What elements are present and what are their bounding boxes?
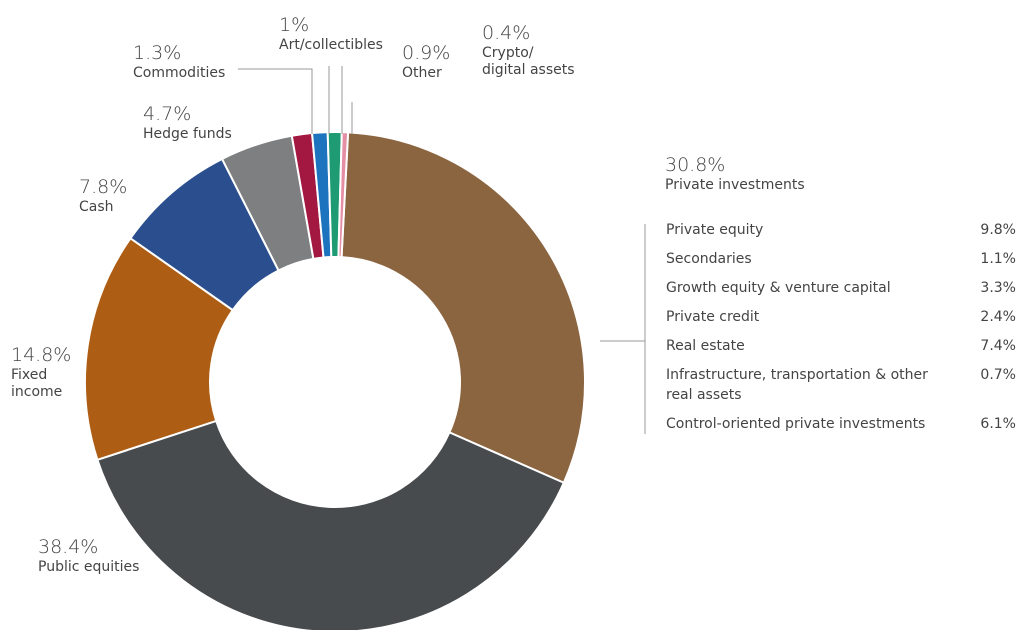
name-other: Other (402, 64, 442, 81)
pct-private: 30.8% (665, 154, 726, 176)
name-cash: Cash (79, 198, 114, 215)
name-art: Art/collectibles (279, 36, 383, 53)
label-art-collectibles: 1% Art/collectibles (279, 14, 383, 54)
pct-public: 38.4% (38, 536, 99, 558)
pct-art: 1% (279, 14, 310, 36)
label-crypto: 0.4% Crypto/ digital assets (482, 22, 575, 78)
name-hedge: Hedge funds (143, 125, 232, 142)
breakdown-row: Secondaries 1.1% (666, 249, 1016, 269)
breakdown-value: 6.1% (980, 416, 1016, 432)
name-fixed-line1: Fixed (11, 366, 48, 383)
donut-segment-private (340, 131, 586, 485)
pct-fixed: 14.8% (11, 344, 72, 366)
pct-hedge: 4.7% (143, 103, 192, 125)
breakdown-name: Private credit (666, 309, 760, 325)
breakdown-name: Infrastructure, transportation & other r… (666, 367, 928, 403)
name-public: Public equities (38, 558, 140, 575)
label-hedge-funds: 4.7% Hedge funds (143, 103, 232, 143)
breakdown-row: Real estate 7.4% (666, 336, 1016, 356)
donut-segments (84, 131, 586, 633)
breakdown-row: Infrastructure, transportation & other r… (666, 365, 1016, 405)
breakdown-name: Control-oriented private investments (666, 416, 926, 432)
name-private: Private investments (665, 176, 805, 193)
donut-segment-public (96, 419, 566, 633)
breakdown-value: 7.4% (980, 338, 1016, 354)
name-crypto-line1: Crypto/ (482, 44, 534, 61)
name-crypto-line2: digital assets (482, 61, 575, 78)
leader-lines (238, 66, 646, 434)
breakdown-name: Secondaries (666, 251, 752, 267)
name-commod: Commodities (133, 64, 226, 81)
pct-crypto: 0.4% (482, 22, 531, 44)
breakdown-value: 3.3% (980, 280, 1016, 296)
breakdown-row: Control-oriented private investments 6.1… (666, 414, 1016, 434)
breakdown-row: Growth equity & venture capital 3.3% (666, 278, 1016, 298)
breakdown-name: Private equity (666, 222, 764, 238)
breakdown-value: 0.7% (980, 367, 1016, 383)
donut-segment-crypto (337, 131, 350, 259)
leader-line-commodities (238, 68, 313, 134)
breakdown-row: Private credit 2.4% (666, 307, 1016, 327)
label-cash: 7.8% Cash (79, 176, 127, 216)
pct-cash: 7.8% (79, 176, 128, 198)
name-fixed-line2: income (11, 383, 63, 400)
pct-other: 0.9% (402, 42, 451, 64)
pct-commod: 1.3% (133, 42, 182, 64)
label-commodities: 1.3% Commodities (133, 42, 225, 82)
label-private-investments: 30.8% Private investments (665, 154, 805, 194)
private-investments-breakdown: Private equity 9.8% Secondaries 1.1% Gro… (666, 220, 1016, 443)
label-fixed-income: 14.8% Fixed income (11, 344, 71, 400)
breakdown-name: Growth equity & venture capital (666, 280, 891, 296)
breakdown-value: 1.1% (980, 251, 1016, 267)
label-public-equities: 38.4% Public equities (38, 536, 139, 576)
breakdown-value: 9.8% (980, 222, 1016, 238)
donut-segment-fixed (84, 236, 235, 462)
label-other: 0.9% Other (402, 42, 450, 82)
breakdown-value: 2.4% (980, 309, 1016, 325)
breakdown-row: Private equity 9.8% (666, 220, 1016, 240)
breakdown-name: Real estate (666, 338, 745, 354)
